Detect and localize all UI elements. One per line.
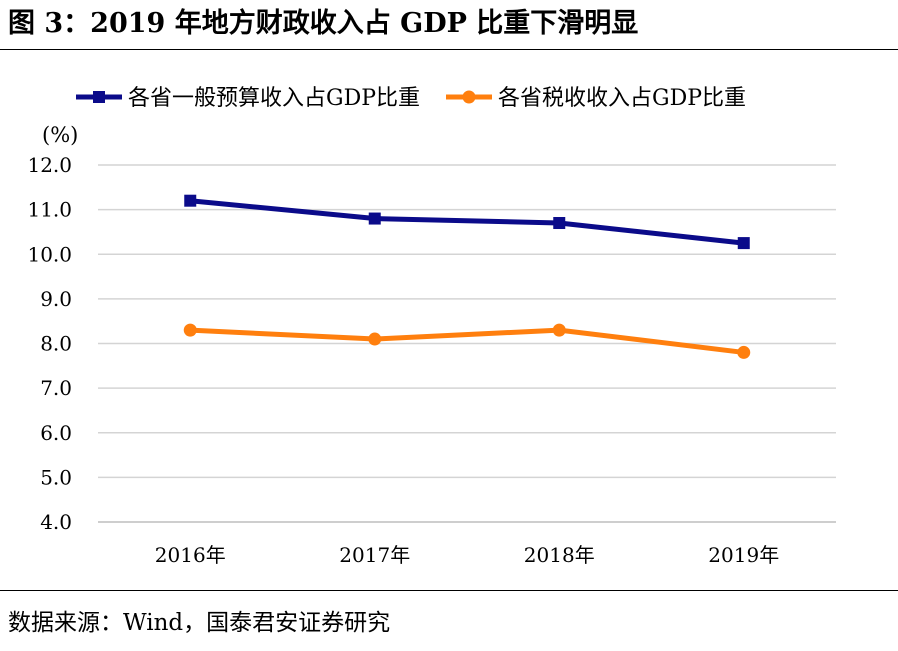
y-tick-label: 6.0 xyxy=(40,421,72,445)
legend-label: 各省税收收入占GDP比重 xyxy=(498,86,746,111)
legend-item: 各省税收收入占GDP比重 xyxy=(446,86,746,111)
x-tick-label: 2017年 xyxy=(339,543,410,567)
y-tick-label: 9.0 xyxy=(40,287,72,311)
series-layer xyxy=(183,194,751,359)
data-point-marker xyxy=(183,323,197,337)
y-tick-label: 10.0 xyxy=(27,242,72,266)
data-point-marker xyxy=(553,217,566,230)
gridlines xyxy=(98,164,836,523)
data-point-marker xyxy=(552,323,566,337)
x-tick-label: 2016年 xyxy=(155,543,226,567)
y-tick-label: 4.0 xyxy=(40,510,72,534)
y-tick-label: 12.0 xyxy=(27,153,72,177)
legend-swatch-marker xyxy=(93,91,105,103)
x-tick-label: 2019年 xyxy=(708,543,779,567)
y-tick-label: 11.0 xyxy=(27,198,72,222)
x-axis-ticks: 2016年 2017年 2018年 2019年 xyxy=(155,543,779,567)
series-line xyxy=(187,327,747,355)
y-tick-label: 5.0 xyxy=(40,465,72,489)
data-point-marker xyxy=(184,194,197,207)
legend-swatch-marker xyxy=(462,90,476,104)
top-rule xyxy=(0,49,898,50)
x-tick-label: 2018年 xyxy=(524,543,595,567)
data-point-marker xyxy=(368,212,381,225)
line-chart: 各省一般预算收入占GDP比重 各省税收收入占GDP比重 (%) 12.011.01… xyxy=(27,86,836,567)
y-tick-label: 7.0 xyxy=(40,376,72,400)
bottom-rule xyxy=(0,590,898,591)
y-axis-ticks: 12.0 11.0 10.0 9.0 8.0 7.0 6.0 5.0 4.0 xyxy=(27,153,72,534)
data-point-marker xyxy=(737,237,750,250)
series-1 xyxy=(184,194,750,250)
series-2 xyxy=(183,323,751,359)
source-note: 数据来源：Wind，国泰君安证券研究 xyxy=(8,610,391,636)
data-point-marker xyxy=(368,332,382,346)
legend-item: 各省一般预算收入占GDP比重 xyxy=(76,86,420,111)
data-point-marker xyxy=(737,345,751,359)
series-line xyxy=(187,198,747,246)
legend: 各省一般预算收入占GDP比重 各省税收收入占GDP比重 xyxy=(76,86,746,111)
y-axis-unit-label: (%) xyxy=(42,123,78,147)
y-tick-label: 8.0 xyxy=(40,332,72,356)
legend-label: 各省一般预算收入占GDP比重 xyxy=(128,86,420,111)
figure-title: 图 3：2019 年地方财政收入占 GDP 比重下滑明显 xyxy=(8,8,639,39)
